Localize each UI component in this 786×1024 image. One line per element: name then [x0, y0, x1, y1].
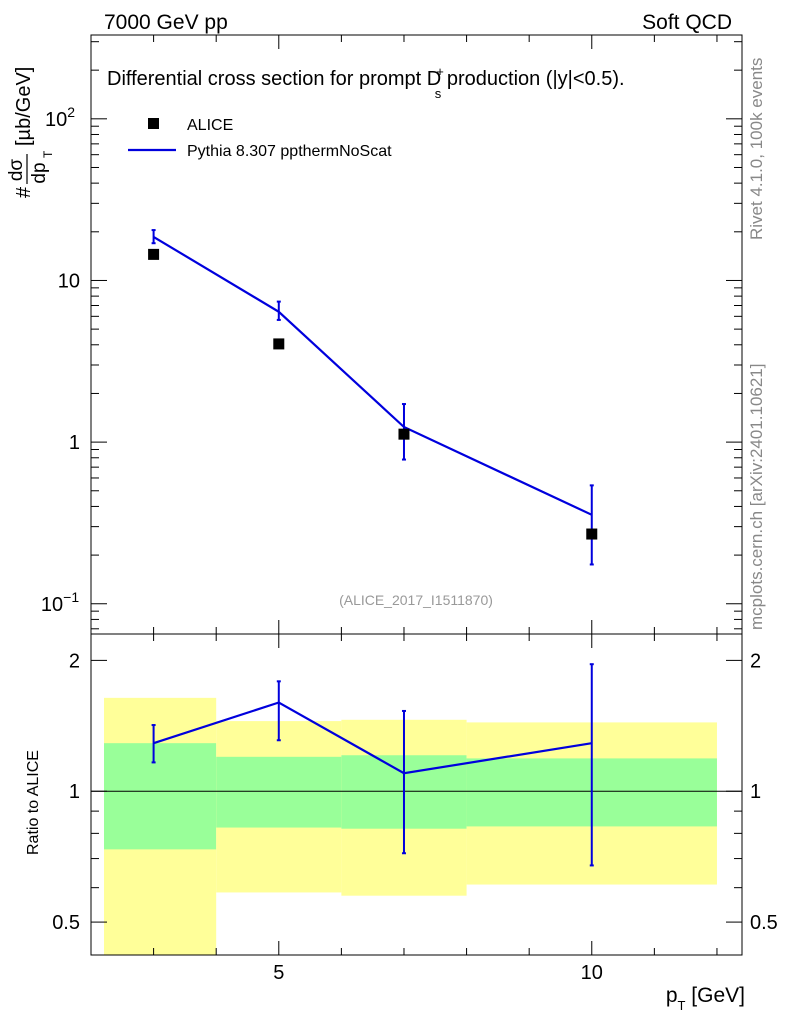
- ratio-y-tick-label-right: 1: [750, 781, 761, 803]
- plot-title: Differential cross section for prompt D+…: [107, 64, 625, 101]
- svg-text:dσ: dσ: [6, 159, 27, 182]
- legend-alice-marker: [148, 118, 159, 129]
- y-tick-label: 10−1: [41, 589, 79, 616]
- axis-ticks: [90, 35, 742, 955]
- ratio-uncertainty-bands: [104, 697, 717, 955]
- main-y-axis-label: # dσ dp T [µb/GeV]: [6, 67, 55, 198]
- ratio-plot-area: [91, 663, 742, 867]
- alice-data-point: [586, 528, 598, 540]
- alice-data-point: [148, 248, 160, 260]
- ratio-y-tick-label: 2: [69, 650, 80, 672]
- stat-uncertainty-band: [104, 743, 217, 850]
- y-tick-label: 1: [69, 432, 80, 454]
- header-process-label: Soft QCD: [642, 11, 732, 34]
- svg-text:T: T: [41, 150, 55, 158]
- ratio-y-tick-label-right: 2: [750, 650, 761, 672]
- axis-tick-labels: 5 10 10−1 1 10 102 0.5 0.5 1 1 2 2: [41, 104, 778, 984]
- ratio-line: [153, 701, 592, 775]
- svg-text:#: #: [13, 186, 35, 198]
- svg-text:dp: dp: [29, 162, 50, 183]
- ratio-y-tick-label-right: 0.5: [750, 912, 778, 934]
- analysis-id-label: (ALICE_2017_I1511870): [339, 592, 493, 608]
- x-axis-label: pT [GeV]: [666, 984, 745, 1013]
- legend-alice-label: ALICE: [187, 117, 233, 134]
- alice-data-point: [273, 338, 285, 350]
- svg-text:[µb/GeV]: [µb/GeV]: [13, 67, 35, 146]
- main-plot-area: [148, 229, 598, 566]
- mc-prediction-line: [153, 235, 593, 516]
- stat-uncertainty-band: [216, 756, 342, 828]
- rivet-version-label: Rivet 4.1.0, 100k events: [747, 58, 766, 240]
- x-tick-label: 5: [273, 962, 284, 984]
- mcplots-reference-label: mcplots.cern.ch [arXiv:2401.10621]: [747, 364, 766, 630]
- x-tick-label: 10: [581, 962, 603, 984]
- y-tick-label: 10: [58, 270, 80, 292]
- ratio-y-tick-label: 0.5: [52, 912, 80, 934]
- legend-pythia-label: Pythia 8.307 ppthermNoScat: [187, 143, 392, 160]
- ratio-y-axis-label: Ratio to ALICE: [25, 750, 42, 855]
- ratio-plot-frame: [90, 633, 743, 956]
- alice-data-point: [398, 428, 410, 440]
- ratio-y-tick-label: 1: [69, 781, 80, 803]
- y-tick-label: 102: [45, 104, 75, 131]
- header-energy-label: 7000 GeV pp: [104, 11, 228, 34]
